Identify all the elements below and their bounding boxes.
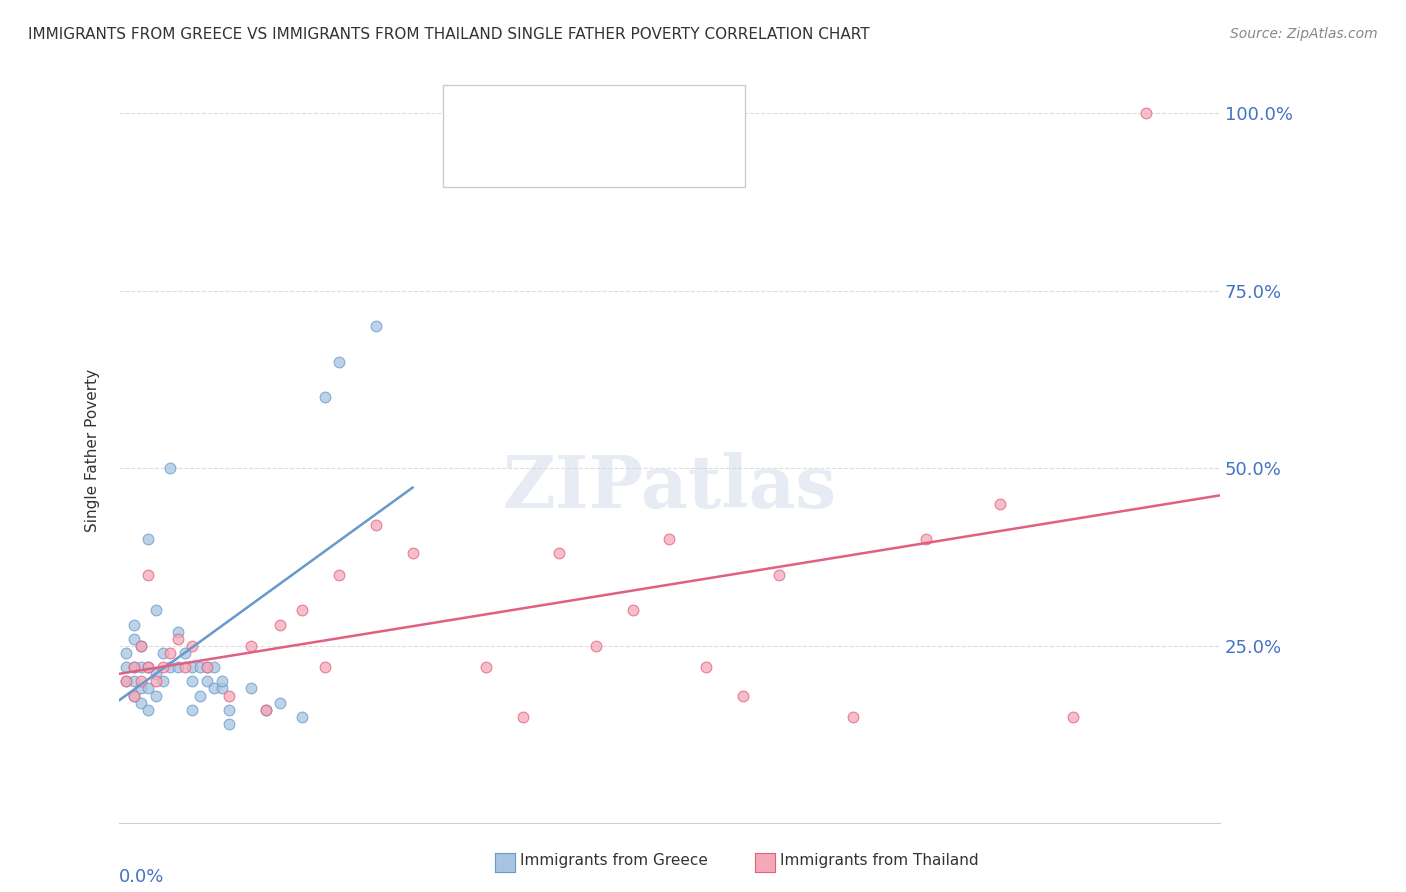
Point	[195, 660, 218, 674]
Point	[115, 646, 138, 660]
Point	[695, 660, 717, 674]
Point	[254, 703, 277, 717]
Point	[129, 639, 152, 653]
Point	[328, 567, 350, 582]
Point	[731, 689, 754, 703]
Point	[138, 660, 160, 674]
Point	[138, 533, 160, 547]
Point	[129, 696, 152, 710]
Text: 0.0%: 0.0%	[120, 868, 165, 887]
Point	[138, 681, 160, 696]
Text: Source: ZipAtlas.com: Source: ZipAtlas.com	[1230, 27, 1378, 41]
Point	[188, 660, 211, 674]
Point	[152, 660, 174, 674]
Point	[115, 674, 138, 689]
Point	[291, 710, 314, 724]
Point	[585, 639, 607, 653]
Point	[129, 660, 152, 674]
Point	[145, 603, 167, 617]
Text: R = 0.442   N = 37: R = 0.442 N = 37	[485, 147, 643, 165]
Point	[768, 567, 790, 582]
Point	[915, 533, 938, 547]
Point	[195, 660, 218, 674]
Text: Immigrants from Greece: Immigrants from Greece	[520, 854, 709, 868]
Point	[138, 567, 160, 582]
Point	[181, 703, 204, 717]
Point	[115, 660, 138, 674]
Text: IMMIGRANTS FROM GREECE VS IMMIGRANTS FROM THAILAND SINGLE FATHER POVERTY CORRELA: IMMIGRANTS FROM GREECE VS IMMIGRANTS FRO…	[28, 27, 870, 42]
Point	[291, 603, 314, 617]
Point	[512, 710, 534, 724]
Y-axis label: Single Father Poverty: Single Father Poverty	[86, 369, 100, 532]
Point	[145, 674, 167, 689]
Point	[1135, 106, 1157, 120]
Point	[401, 546, 423, 560]
Point	[211, 681, 233, 696]
Point	[364, 319, 387, 334]
Point	[159, 660, 181, 674]
Point	[548, 546, 571, 560]
Point	[328, 354, 350, 368]
Point	[181, 674, 204, 689]
Text: Immigrants from Thailand: Immigrants from Thailand	[780, 854, 979, 868]
Point	[842, 710, 865, 724]
Point	[122, 689, 145, 703]
Point	[658, 533, 681, 547]
Point	[240, 681, 263, 696]
Point	[166, 660, 188, 674]
Point	[129, 639, 152, 653]
Point	[218, 689, 240, 703]
Point	[181, 639, 204, 653]
Point	[621, 603, 644, 617]
Point	[174, 646, 197, 660]
Point	[122, 689, 145, 703]
Point	[269, 617, 291, 632]
Point	[129, 674, 152, 689]
Point	[152, 674, 174, 689]
Text: R = 0.154   N = 46: R = 0.154 N = 46	[485, 105, 643, 123]
Point	[152, 646, 174, 660]
Point	[122, 674, 145, 689]
Point	[218, 703, 240, 717]
Point	[240, 639, 263, 653]
Point	[254, 703, 277, 717]
Point	[122, 660, 145, 674]
Point	[122, 617, 145, 632]
Point	[988, 497, 1011, 511]
Point	[138, 660, 160, 674]
Point	[138, 703, 160, 717]
Point	[122, 660, 145, 674]
Point	[314, 390, 336, 404]
Point	[181, 660, 204, 674]
Point	[1062, 710, 1084, 724]
Point	[204, 660, 226, 674]
Point	[475, 660, 498, 674]
Point	[122, 632, 145, 646]
Point	[166, 632, 188, 646]
Point	[188, 689, 211, 703]
Point	[211, 674, 233, 689]
Point	[115, 674, 138, 689]
Point	[174, 660, 197, 674]
Point	[129, 681, 152, 696]
Point	[145, 689, 167, 703]
Point	[314, 660, 336, 674]
Point	[218, 717, 240, 731]
Point	[166, 624, 188, 639]
Point	[269, 696, 291, 710]
Point	[195, 674, 218, 689]
Point	[159, 646, 181, 660]
Point	[204, 681, 226, 696]
Point	[159, 461, 181, 475]
Point	[145, 667, 167, 681]
Text: ZIPatlas: ZIPatlas	[502, 452, 837, 524]
Point	[364, 518, 387, 533]
